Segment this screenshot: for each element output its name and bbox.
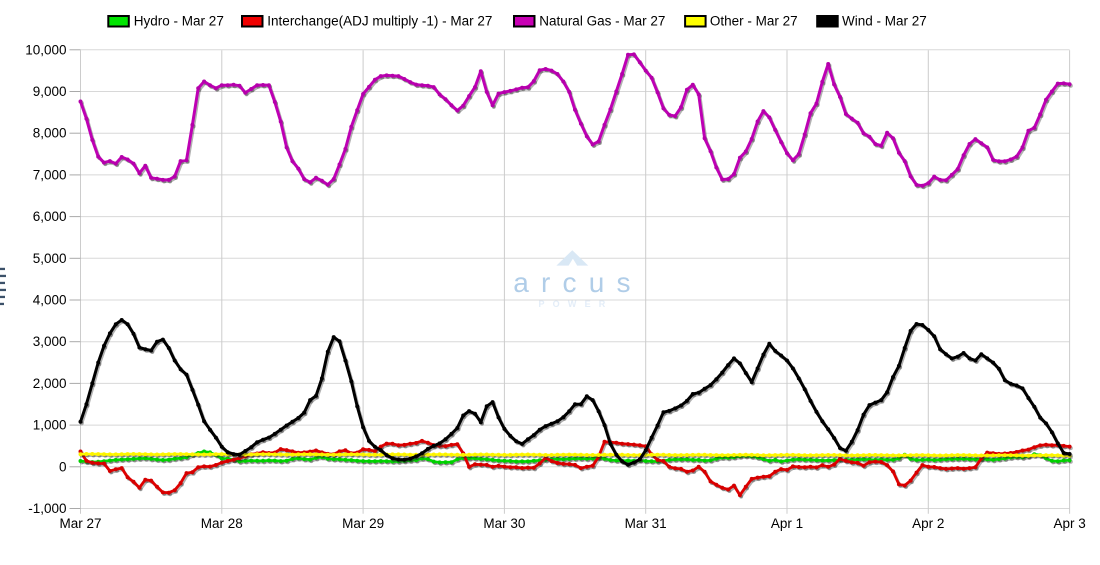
svg-text:Apr 3: Apr 3	[1053, 516, 1085, 531]
svg-text:Mar 31: Mar 31	[625, 516, 667, 531]
svg-text:Mar 30: Mar 30	[483, 516, 525, 531]
svg-text:Other - Mar 27: Other - Mar 27	[710, 14, 798, 29]
svg-text:Hydro - Mar 27: Hydro - Mar 27	[134, 14, 224, 29]
svg-text:POWER: POWER	[538, 299, 613, 309]
svg-text:6,000: 6,000	[33, 209, 67, 224]
svg-text:2,000: 2,000	[33, 376, 67, 391]
svg-text:Mar 28: Mar 28	[201, 516, 243, 531]
svg-text:10,000: 10,000	[25, 42, 66, 57]
svg-text:Natural Gas - Mar 27: Natural Gas - Mar 27	[539, 14, 665, 29]
svg-text:5,000: 5,000	[33, 251, 67, 266]
svg-text:0: 0	[59, 459, 67, 474]
svg-text:4,000: 4,000	[33, 293, 67, 308]
svg-text:-1,000: -1,000	[28, 501, 66, 516]
svg-text:7,000: 7,000	[33, 167, 67, 182]
svg-text:Mar 27: Mar 27	[59, 516, 101, 531]
svg-text:1,000: 1,000	[33, 418, 67, 433]
svg-text:Wind - Mar 27: Wind - Mar 27	[842, 14, 927, 29]
svg-text:Mar 29: Mar 29	[342, 516, 384, 531]
svg-text:Apr 1: Apr 1	[771, 516, 803, 531]
svg-text:9,000: 9,000	[33, 84, 67, 99]
svg-text:8,000: 8,000	[33, 126, 67, 141]
svg-text:Interchange(ADJ multiply -1) -: Interchange(ADJ multiply -1) - Mar 27	[267, 14, 492, 29]
svg-text:Apr 2: Apr 2	[912, 516, 944, 531]
svg-text:3,000: 3,000	[33, 334, 67, 349]
svg-text:arcus: arcus	[513, 267, 642, 298]
